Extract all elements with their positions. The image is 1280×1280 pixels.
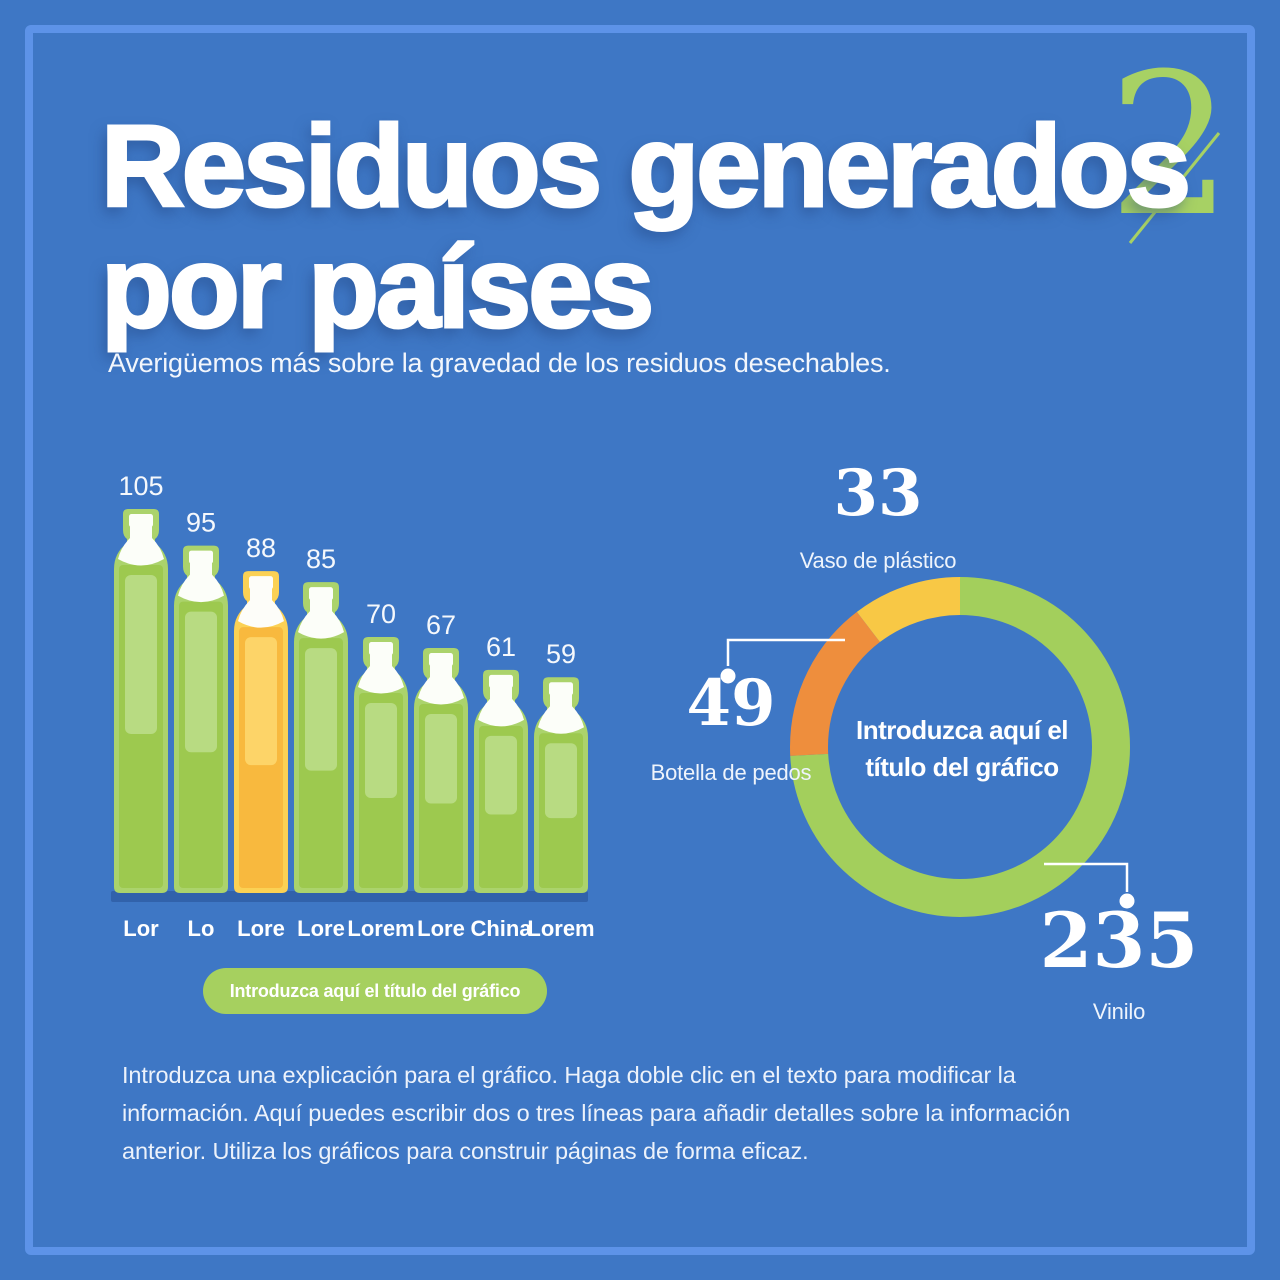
bottle-cap <box>489 674 513 688</box>
donut-stat-botella-de-pedos: 49 Botella de pedos <box>631 672 831 786</box>
bottle-bar-lore-5: 67 Lore <box>414 610 468 941</box>
donut-stat-vinilo: 235 Vinilo <box>1019 903 1219 1025</box>
bottle-highlight <box>185 611 217 753</box>
bottle-highlight <box>305 648 337 771</box>
bottle-cap <box>189 550 213 564</box>
decorative-slash-line <box>1128 132 1221 244</box>
bottle-bar-lor-0: 105 Lor <box>114 471 168 941</box>
bottle-bar-lo-1: 95 Lo <box>174 508 228 941</box>
donut-slice-vaso-de-plastico <box>790 577 1130 917</box>
bar-category-label: Lorem <box>347 916 414 941</box>
bar-value-label: 105 <box>118 471 163 501</box>
decorative-numeral-2: 2 <box>1108 32 1233 260</box>
bar-value-label: 59 <box>546 639 576 669</box>
bottle-neck <box>478 685 524 727</box>
bar-category-label: Lor <box>123 916 159 941</box>
donut-center-title-line2: título del gráfico <box>865 752 1059 782</box>
bar-value-label: 61 <box>486 632 516 662</box>
bottle-cap <box>309 587 333 601</box>
bar-category-label: Lorem <box>527 916 594 941</box>
donut-center-title: Introduzca aquí el título del gráfico <box>812 712 1112 786</box>
bar-category-label: Lore <box>237 916 285 941</box>
bar-value-label: 95 <box>186 508 216 538</box>
bottle-cap <box>129 514 153 527</box>
frame-border <box>25 25 1255 1255</box>
bottle-highlight <box>545 743 577 819</box>
leader-dot-botella-de-pedos <box>720 668 736 684</box>
donut-stat-label: Vaso de plástico <box>799 548 957 573</box>
page-title-line2: por países <box>99 221 655 352</box>
donut-stat-vaso-de-plastico: 33 Vaso de plástico <box>778 462 978 574</box>
bottle-highlight <box>485 735 517 815</box>
bottle-cap <box>369 642 393 655</box>
donut-stat-value: 235 <box>1039 896 1199 985</box>
bottle-highlight <box>365 703 397 798</box>
page-subtitle: Averigüemos más sobre la gravedad de los… <box>108 348 891 378</box>
leader-line-botella-de-pedos <box>726 638 845 666</box>
bottle-bar-lore-3: 85 Lore <box>294 544 348 941</box>
bar-category-label: Lo <box>188 916 215 941</box>
bar-value-label: 67 <box>426 610 456 640</box>
donut-slice-botella-de-pedos <box>790 577 1130 917</box>
donut-stat-label: Vinilo <box>1092 999 1146 1024</box>
donut-stat-value: 49 <box>686 666 776 741</box>
bar-chart-baseline <box>111 891 588 902</box>
bottle-neck <box>118 525 164 566</box>
bottle-bar-lorem-4: 70 Lorem <box>347 599 414 941</box>
bottle-neck <box>298 598 344 639</box>
bar-category-label: China <box>470 916 532 941</box>
donut-center-title-line1: Introduzca aquí el <box>855 715 1069 745</box>
bottle-cap <box>429 652 453 666</box>
donut-stat-value: 33 <box>833 456 923 531</box>
footer-paragraph: Introduzca una explicación para el gráfi… <box>122 1062 1071 1164</box>
bar-value-label: 88 <box>246 533 276 563</box>
bar-category-label: Lore <box>417 916 465 941</box>
bottle-bar-china-6: 61 China <box>470 632 532 941</box>
leader-line-vinilo <box>1044 862 1129 892</box>
bar-value-label: 70 <box>366 599 396 629</box>
bottle-highlight <box>125 575 157 734</box>
bottle-neck <box>178 561 224 603</box>
bottle-neck <box>418 663 464 705</box>
leader-dot-vinilo <box>1119 893 1135 909</box>
bar-chart-title-button[interactable]: Introduzca aquí el título del gráfico <box>203 968 547 1014</box>
bottle-neck <box>538 693 584 734</box>
bottle-cap <box>249 576 273 590</box>
page-title-line1: Residuos generados <box>100 101 1193 231</box>
bar-value-label: 85 <box>306 544 336 574</box>
bottle-highlight <box>245 637 277 766</box>
bar-category-label: Lore <box>297 916 345 941</box>
bottle-neck <box>358 653 404 694</box>
bottle-highlight <box>425 713 457 804</box>
bottle-cap <box>549 682 573 696</box>
page-title: Residuos generados por países <box>99 104 1192 348</box>
donut-stat-label: Botella de pedos <box>650 760 812 785</box>
bottle-bar-lore-2: 88 Lore <box>234 533 288 941</box>
bottle-bar-lorem-7: 59 Lorem <box>527 639 594 941</box>
bottle-neck <box>238 587 284 628</box>
